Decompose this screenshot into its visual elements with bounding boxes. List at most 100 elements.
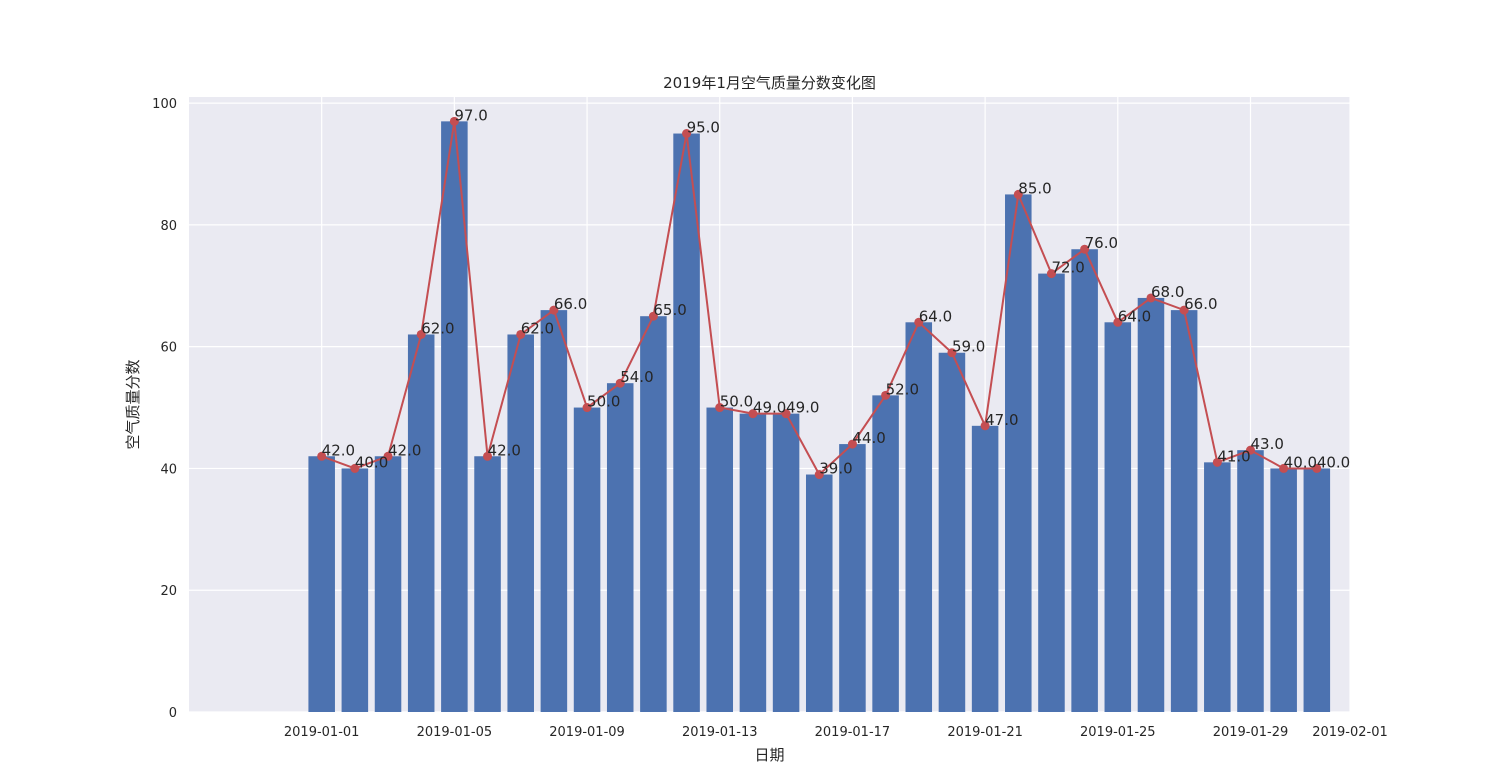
- x-tick-label: 2019-01-05: [417, 725, 493, 740]
- y-tick-label: 80: [160, 219, 177, 234]
- data-label: 97.0: [454, 106, 487, 124]
- x-tick-label: 2019-01-25: [1080, 725, 1156, 740]
- bar: [1303, 468, 1331, 712]
- bar: [606, 383, 634, 712]
- bar: [1071, 249, 1098, 712]
- line-point: [317, 451, 327, 461]
- y-tick-label: 40: [160, 462, 177, 477]
- data-label: 76.0: [1085, 234, 1118, 252]
- line-point: [1080, 244, 1090, 254]
- x-tick-label: 2019-01-21: [947, 725, 1023, 740]
- line-point: [1146, 293, 1156, 303]
- bar: [341, 468, 369, 712]
- data-label: 42.0: [488, 441, 521, 459]
- data-label: 43.0: [1250, 435, 1283, 453]
- line-point: [1013, 189, 1023, 199]
- line-point: [350, 463, 360, 473]
- data-label: 65.0: [653, 301, 686, 319]
- line-point: [648, 311, 658, 321]
- line-point: [847, 439, 857, 449]
- data-label: 62.0: [521, 319, 554, 337]
- bar: [474, 456, 501, 712]
- line-point: [1312, 463, 1322, 473]
- data-label: 50.0: [720, 393, 753, 411]
- line-point: [781, 409, 791, 419]
- data-label: 59.0: [952, 338, 985, 356]
- line-point: [715, 403, 725, 413]
- line-point: [1179, 305, 1189, 315]
- line-point: [682, 129, 692, 139]
- data-label: 42.0: [322, 441, 355, 459]
- bar: [1270, 468, 1297, 712]
- bar: [872, 395, 899, 712]
- data-label: 54.0: [620, 368, 653, 386]
- x-tick-label: 2019-01-01: [284, 725, 360, 740]
- bar: [640, 316, 667, 712]
- bar: [805, 474, 833, 712]
- bar: [374, 456, 402, 712]
- line-point: [881, 390, 891, 400]
- bar: [573, 407, 601, 712]
- data-label: 62.0: [421, 319, 454, 337]
- data-label: 72.0: [1051, 259, 1084, 277]
- x-tick-label: 2019-01-09: [549, 725, 625, 740]
- data-label: 41.0: [1217, 447, 1250, 465]
- data-label: 52.0: [886, 380, 919, 398]
- data-label: 49.0: [753, 399, 786, 417]
- line-point: [516, 329, 526, 339]
- data-label: 42.0: [388, 441, 421, 459]
- y-tick-label: 0: [169, 706, 177, 721]
- line-point: [947, 348, 957, 358]
- data-label: 64.0: [1118, 307, 1151, 325]
- bar: [1005, 194, 1032, 713]
- bar: [839, 444, 866, 712]
- line-point: [449, 116, 459, 126]
- data-label: 49.0: [786, 399, 819, 417]
- line-point: [582, 403, 592, 413]
- data-label: 66.0: [1184, 295, 1217, 313]
- data-label: 47.0: [985, 411, 1018, 429]
- line-point: [1279, 463, 1289, 473]
- line-point: [1245, 445, 1255, 455]
- line-point: [549, 305, 559, 315]
- data-label: 66.0: [554, 295, 587, 313]
- bar: [540, 310, 568, 712]
- data-label: 68.0: [1151, 283, 1184, 301]
- data-label: 40.0: [355, 453, 388, 471]
- y-tick-label: 20: [160, 584, 177, 599]
- bar: [971, 425, 999, 712]
- y-tick-labels: 0 20 40 60 80 100: [152, 97, 177, 721]
- bar: [1237, 450, 1264, 712]
- data-label: 64.0: [919, 307, 952, 325]
- line-point: [914, 317, 924, 327]
- y-tick-label: 60: [160, 341, 177, 356]
- line-point: [1113, 317, 1123, 327]
- line-point: [416, 329, 426, 339]
- bar: [1038, 273, 1065, 712]
- bar: [1204, 462, 1231, 712]
- y-axis-label: 空气质量分数: [124, 359, 142, 449]
- bar: [1137, 297, 1165, 712]
- bar: [507, 334, 534, 712]
- bar: [706, 407, 734, 712]
- x-axis-label: 日期: [754, 746, 784, 764]
- line-point: [1212, 457, 1222, 467]
- bar: [739, 413, 767, 712]
- line-point: [1046, 269, 1056, 279]
- x-tick-label: 2019-01-29: [1213, 725, 1289, 740]
- data-label: 44.0: [852, 429, 885, 447]
- line-point: [383, 451, 393, 461]
- data-label: 39.0: [819, 460, 852, 478]
- bars: [308, 121, 1331, 713]
- x-tick-label: 2019-01-17: [815, 725, 891, 740]
- chart-title: 2019年1月空气质量分数变化图: [663, 74, 876, 92]
- data-label: 40.0: [1284, 453, 1317, 471]
- x-tick-label: 2019-02-01: [1312, 725, 1388, 740]
- line-point: [814, 470, 824, 480]
- line-point: [483, 451, 493, 461]
- bar: [673, 133, 700, 712]
- line-point: [615, 378, 625, 388]
- y-tick-label: 100: [152, 97, 177, 112]
- line-point: [980, 421, 990, 431]
